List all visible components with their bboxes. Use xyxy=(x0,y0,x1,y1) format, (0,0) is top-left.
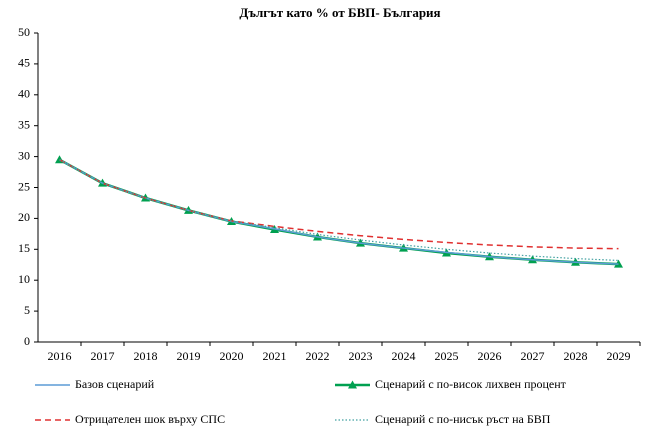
y-tick-label: 10 xyxy=(18,272,30,286)
y-tick-label: 25 xyxy=(18,179,30,193)
x-tick-label: 2018 xyxy=(134,349,158,363)
x-tick-label: 2019 xyxy=(177,349,201,363)
y-tick-label: 15 xyxy=(18,241,30,255)
x-tick-label: 2020 xyxy=(220,349,244,363)
series-line xyxy=(59,159,619,265)
y-tick-label: 20 xyxy=(18,210,30,224)
y-tick-label: 45 xyxy=(18,56,30,70)
x-tick-label: 2025 xyxy=(435,349,459,363)
x-tick-label: 2017 xyxy=(91,349,115,363)
series-line xyxy=(59,159,619,262)
x-tick-label: 2028 xyxy=(564,349,588,363)
y-tick-label: 0 xyxy=(24,334,30,348)
legend-label: Базов сценарий xyxy=(75,377,155,391)
x-tick-label: 2016 xyxy=(48,349,72,363)
x-tick-label: 2026 xyxy=(478,349,502,363)
legend-label: Сценарий с по-нисък ръст на БВП xyxy=(375,412,551,426)
y-tick-label: 30 xyxy=(18,148,30,162)
x-tick-label: 2027 xyxy=(521,349,545,363)
x-tick-label: 2023 xyxy=(349,349,373,363)
chart-title: Дългът като % от БВП- България xyxy=(239,5,440,20)
x-tick-label: 2029 xyxy=(607,349,631,363)
y-tick-label: 40 xyxy=(18,87,30,101)
legend-marker xyxy=(348,380,357,389)
legend-label: Отрицателен шок върху СПС xyxy=(75,412,225,426)
y-tick-label: 5 xyxy=(24,303,30,317)
x-tick-label: 2021 xyxy=(263,349,287,363)
legend-label: Сценарий с по-висок лихвен процент xyxy=(375,377,567,391)
series-line xyxy=(58,158,619,266)
y-tick-label: 35 xyxy=(18,117,30,131)
x-tick-label: 2022 xyxy=(306,349,330,363)
series-line xyxy=(59,159,619,250)
y-tick-label: 50 xyxy=(18,25,30,39)
x-tick-label: 2024 xyxy=(392,349,416,363)
